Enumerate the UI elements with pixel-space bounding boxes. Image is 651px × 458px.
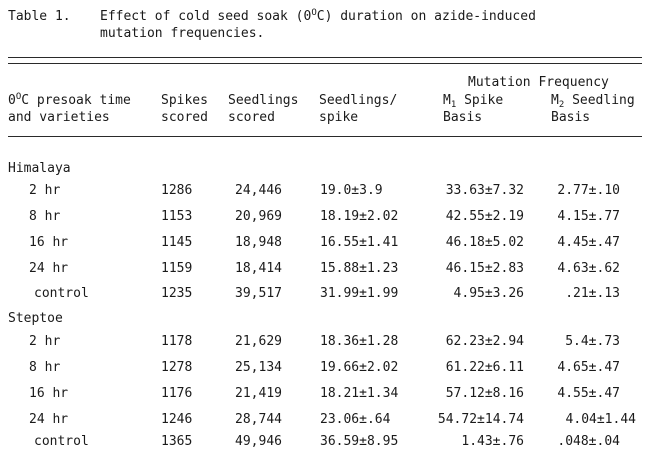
row-spikes: 1286 — [161, 183, 193, 198]
row-m2: 4.65±.47 — [557, 360, 620, 375]
top-rule-2 — [8, 63, 642, 64]
spikes-header-line2: scored — [161, 110, 208, 125]
row-time: 16 hr — [29, 235, 69, 250]
row-per-spike: 19.66±2.02 — [320, 360, 399, 375]
seedlings-header-line1: Seedlings — [228, 93, 299, 108]
row-seedlings: 20,969 — [235, 209, 282, 224]
row-m1: 62.23±2.94 — [445, 334, 524, 349]
row-m2: 4.04±1.44 — [565, 412, 636, 427]
row-seedlings: 49,946 — [235, 434, 282, 449]
row-spikes: 1365 — [161, 434, 193, 449]
table-row: 16 hr 1176 21,419 18.21±1.34 57.12±8.16 … — [0, 386, 651, 402]
row-spikes: 1178 — [161, 334, 193, 349]
m2-header-line1: M2 Seedling — [551, 93, 635, 110]
spikes-header-line1: Spikes — [161, 93, 208, 108]
table-row: 8 hr 1278 25,134 19.66±2.02 61.22±6.11 4… — [0, 360, 651, 376]
m1-header-line1: M1 Spike — [443, 93, 504, 110]
row-per-spike: 18.21±1.34 — [320, 386, 399, 401]
table-caption-label: Table 1. — [8, 9, 71, 24]
row-m1: 42.55±2.19 — [445, 209, 524, 224]
row-m1: 54.72±14.74 — [437, 412, 524, 427]
row-per-spike: 36.59±8.95 — [320, 434, 399, 449]
row-per-spike: 19.0±3.9 — [320, 183, 383, 198]
row-spikes: 1176 — [161, 386, 193, 401]
m2-header-line2: Basis — [551, 110, 591, 125]
row-per-spike: 31.99±1.99 — [320, 286, 399, 301]
table-row: 2 hr 1178 21,629 18.36±1.28 62.23±2.94 5… — [0, 334, 651, 350]
row-time: 2 hr — [29, 183, 61, 198]
group-name-steptoe: Steptoe — [8, 311, 63, 326]
row-per-spike: 18.19±2.02 — [320, 209, 399, 224]
row-spikes: 1159 — [161, 261, 193, 276]
table-row: 24 hr 1159 18,414 15.88±1.23 46.15±2.83 … — [0, 261, 651, 277]
row-time: 8 hr — [29, 360, 61, 375]
row-spikes: 1278 — [161, 360, 193, 375]
row-seedlings: 18,414 — [235, 261, 282, 276]
row-seedlings: 18,948 — [235, 235, 282, 250]
row-m1: 46.18±5.02 — [445, 235, 524, 250]
row-m2: 5.4±.73 — [565, 334, 620, 349]
table-row: 24 hr 1246 28,744 23.06±.64 54.72±14.74 … — [0, 412, 651, 428]
row-m1: 1.43±.76 — [461, 434, 524, 449]
row-spikes: 1235 — [161, 286, 193, 301]
row-m2: 4.45±.47 — [557, 235, 620, 250]
row-seedlings: 28,744 — [235, 412, 282, 427]
row-spikes: 1246 — [161, 412, 193, 427]
row-time: 16 hr — [29, 386, 69, 401]
row-m1: 57.12±8.16 — [445, 386, 524, 401]
top-rule — [8, 57, 642, 58]
per-spike-header-line1: Seedlings/ — [319, 93, 398, 108]
seedlings-header-line2: scored — [228, 110, 275, 125]
group-name-himalaya: Himalaya — [8, 161, 71, 176]
row-spikes: 1153 — [161, 209, 193, 224]
row-time: 24 hr — [29, 412, 69, 427]
row-m2: 2.77±.10 — [557, 183, 620, 198]
row-per-spike: 18.36±1.28 — [320, 334, 399, 349]
row-m1: 4.95±3.26 — [453, 286, 524, 301]
row-m2: 4.63±.62 — [557, 261, 620, 276]
row-seedlings: 25,134 — [235, 360, 282, 375]
row-m1: 46.15±2.83 — [445, 261, 524, 276]
table-row: control 1235 39,517 31.99±1.99 4.95±3.26… — [0, 286, 651, 302]
row-time: control — [34, 286, 89, 301]
row-time: 24 hr — [29, 261, 69, 276]
row-m2: .21±.13 — [565, 286, 620, 301]
per-spike-header-line2: spike — [319, 110, 359, 125]
row-seedlings: 21,629 — [235, 334, 282, 349]
row-per-spike: 15.88±1.23 — [320, 261, 399, 276]
m1-header-line2: Basis — [443, 110, 483, 125]
row-per-spike: 23.06±.64 — [320, 412, 391, 427]
row-m2: 4.55±.47 — [557, 386, 620, 401]
table-row: 8 hr 1153 20,969 18.19±2.02 42.55±2.19 4… — [0, 209, 651, 225]
row-time: 8 hr — [29, 209, 61, 224]
table-caption-line1: Effect of cold seed soak (0OC) duration … — [100, 8, 536, 25]
table-caption-line2: mutation frequencies. — [100, 26, 265, 41]
row-m2: .048±.04 — [557, 434, 620, 449]
row-time: control — [34, 434, 89, 449]
row-per-spike: 16.55±1.41 — [320, 235, 399, 250]
row-seedlings: 21,419 — [235, 386, 282, 401]
row-spikes: 1145 — [161, 235, 193, 250]
row-seedlings: 39,517 — [235, 286, 282, 301]
table-row: 2 hr 1286 24,446 19.0±3.9 33.63±7.32 2.7… — [0, 183, 651, 199]
table-row: 16 hr 1145 18,948 16.55±1.41 46.18±5.02 … — [0, 235, 651, 251]
table-row: control 1365 49,946 36.59±8.95 1.43±.76 … — [0, 434, 651, 450]
header-rule — [8, 136, 642, 137]
row-m2: 4.15±.77 — [557, 209, 620, 224]
row-time: 2 hr — [29, 334, 61, 349]
presoak-header-line1: 0OC presoak time — [8, 92, 131, 109]
presoak-header-line2: and varieties — [8, 110, 110, 125]
row-m1: 61.22±6.11 — [445, 360, 524, 375]
row-seedlings: 24,446 — [235, 183, 282, 198]
row-m1: 33.63±7.32 — [445, 183, 524, 198]
mutation-frequency-header: Mutation Frequency — [468, 75, 609, 90]
